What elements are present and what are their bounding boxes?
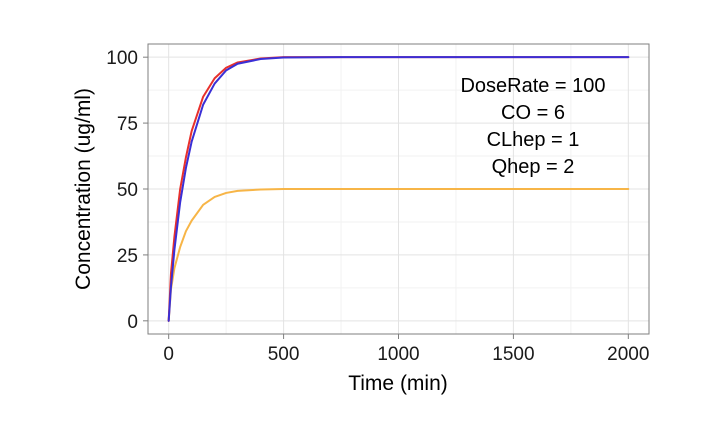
y-tick-label: 75: [117, 114, 138, 135]
annotation-clhep: CLhep = 1: [487, 129, 580, 151]
series-line-3: [167, 188, 630, 322]
annotation-qhep: Qhep = 2: [492, 156, 575, 178]
y-axis-title: Concentration (ug/ml): [72, 88, 95, 290]
x-tick-label: 1500: [492, 344, 534, 365]
y-tick-label: 100: [106, 48, 138, 69]
x-axis-title: Time (min): [348, 372, 448, 395]
y-tick-label: 50: [117, 180, 138, 201]
x-tick-label: 500: [268, 344, 300, 365]
series-line-2: [167, 56, 630, 322]
series-lines: [167, 56, 630, 322]
annotation-co: CO = 6: [501, 102, 565, 124]
x-tick-label: 2000: [607, 344, 649, 365]
x-tick-label: 1000: [377, 344, 419, 365]
y-axis: 0 25 50 75 100: [106, 48, 148, 333]
annotation-doserate: DoseRate = 100: [460, 75, 605, 97]
x-axis: 0 500 1000 1500 2000: [163, 334, 649, 365]
x-tick-label: 0: [163, 344, 174, 365]
y-tick-label: 25: [117, 246, 138, 267]
parameter-annotations: DoseRate = 100 CO = 6 CLhep = 1 Qhep = 2: [460, 75, 605, 178]
y-tick-label: 0: [127, 312, 138, 333]
